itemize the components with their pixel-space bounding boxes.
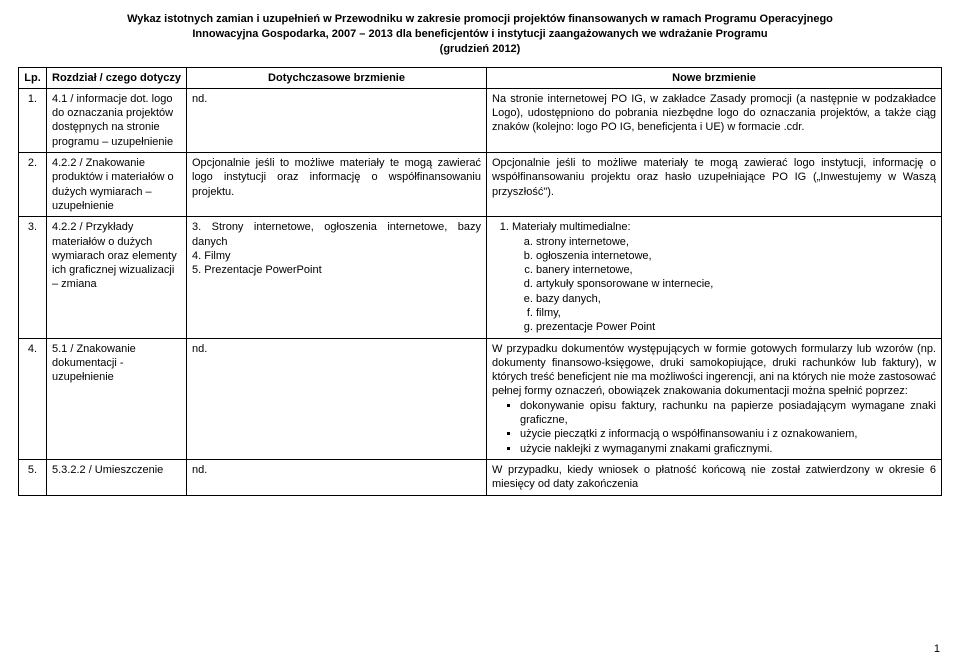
header-rozdzial: Rozdział / czego dotyczy <box>47 67 187 88</box>
cell-old: nd. <box>187 459 487 495</box>
list-item: strony internetowe, <box>536 235 936 249</box>
list-item: ogłoszenia internetowe, <box>536 249 936 263</box>
page-number: 1 <box>934 643 940 655</box>
old-line: 4. Filmy <box>192 250 231 262</box>
cell-new: Na stronie internetowej PO IG, w zakładc… <box>487 88 942 152</box>
table-row: 4. 5.1 / Znakowanie dokumentacji - uzupe… <box>19 338 942 459</box>
cell-old: 3. Strony internetowe, ogłoszenia intern… <box>187 217 487 338</box>
new-bullets: dokonywanie opisu faktury, rachunku na p… <box>492 399 936 456</box>
cell-lp: 2. <box>19 153 47 217</box>
table-header-row: Lp. Rozdział / czego dotyczy Dotychczaso… <box>19 67 942 88</box>
list-item: użycie pieczątki z informacją o współfin… <box>520 427 936 441</box>
table-row: 1. 4.1 / informacje dot. logo do oznacza… <box>19 88 942 152</box>
old-line: 3. Strony internetowe, ogłoszenia intern… <box>192 221 481 247</box>
cell-rozdzial: 4.1 / informacje dot. logo do oznaczania… <box>47 88 187 152</box>
new-paragraph: W przypadku dokumentów występujących w f… <box>492 343 936 398</box>
cell-lp: 4. <box>19 338 47 459</box>
page-title: Wykaz istotnych zamian i uzupełnień w Pr… <box>18 12 942 57</box>
header-old: Dotychczasowe brzmienie <box>187 67 487 88</box>
cell-old: nd. <box>187 338 487 459</box>
cell-old: Opcjonalnie jeśli to możliwe materiały t… <box>187 153 487 217</box>
cell-lp: 5. <box>19 459 47 495</box>
header-lp: Lp. <box>19 67 47 88</box>
cell-old: nd. <box>187 88 487 152</box>
list-item: użycie naklejki z wymaganymi znakami gra… <box>520 442 936 456</box>
new-sublist: strony internetowe, ogłoszenia interneto… <box>512 235 936 335</box>
cell-rozdzial: 4.2.2 / Przykłady materiałów o dużych wy… <box>47 217 187 338</box>
cell-lp: 3. <box>19 217 47 338</box>
list-lead: Materiały multimedialne: <box>512 221 631 233</box>
cell-rozdzial: 5.1 / Znakowanie dokumentacji - uzupełni… <box>47 338 187 459</box>
list-item: Materiały multimedialne: strony internet… <box>512 220 936 334</box>
cell-new: Materiały multimedialne: strony internet… <box>487 217 942 338</box>
list-item: banery internetowe, <box>536 263 936 277</box>
cell-new: W przypadku, kiedy wniosek o płatność ko… <box>487 459 942 495</box>
cell-lp: 1. <box>19 88 47 152</box>
changes-table: Lp. Rozdział / czego dotyczy Dotychczaso… <box>18 67 942 496</box>
list-item: filmy, <box>536 306 936 320</box>
table-row: 3. 4.2.2 / Przykłady materiałów o dużych… <box>19 217 942 338</box>
table-row: 2. 4.2.2 / Znakowanie produktów i materi… <box>19 153 942 217</box>
title-line-2: Innowacyjna Gospodarka, 2007 – 2013 dla … <box>192 28 767 40</box>
list-item: artykuły sponsorowane w internecie, <box>536 277 936 291</box>
table-row: 5. 5.3.2.2 / Umieszczenie nd. W przypadk… <box>19 459 942 495</box>
cell-rozdzial: 5.3.2.2 / Umieszczenie <box>47 459 187 495</box>
list-item: bazy danych, <box>536 292 936 306</box>
cell-new: W przypadku dokumentów występujących w f… <box>487 338 942 459</box>
title-line-3: (grudzień 2012) <box>440 43 521 55</box>
title-line-1: Wykaz istotnych zamian i uzupełnień w Pr… <box>127 13 833 25</box>
list-item: prezentacje Power Point <box>536 320 936 334</box>
new-list: Materiały multimedialne: strony internet… <box>492 220 936 334</box>
header-new: Nowe brzmienie <box>487 67 942 88</box>
list-item: dokonywanie opisu faktury, rachunku na p… <box>520 399 936 428</box>
cell-new: Opcjonalnie jeśli to możliwe materiały t… <box>487 153 942 217</box>
old-line: 5. Prezentacje PowerPoint <box>192 264 322 276</box>
cell-rozdzial: 4.2.2 / Znakowanie produktów i materiałó… <box>47 153 187 217</box>
